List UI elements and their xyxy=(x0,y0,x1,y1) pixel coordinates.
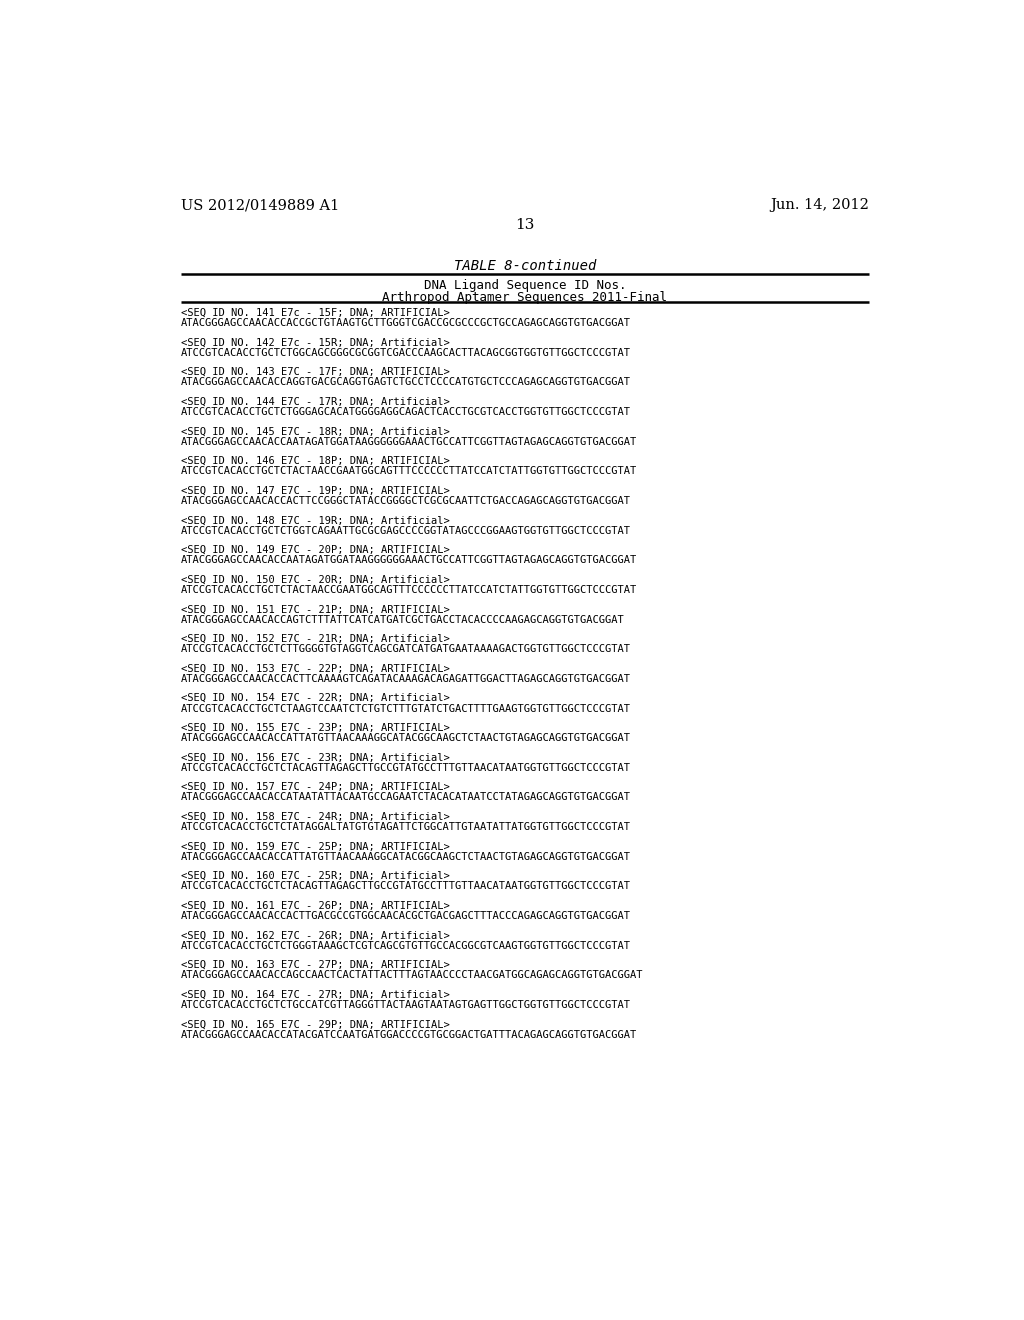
Text: ATCCGTCACACCTGCTCTACAGTTAGAGCTTGCCGTATGCCTTTGTTAACATAATGGTGTTGGCTCCCGTAT: ATCCGTCACACCTGCTCTACAGTTAGAGCTTGCCGTATGC… xyxy=(180,763,631,772)
Text: ATACGGGAGCCAACACCATTATGTTAACAAAGGCATACGGCAAGCTCTAACTGTAGAGCAGGTGTGACGGAT: ATACGGGAGCCAACACCATTATGTTAACAAAGGCATACGG… xyxy=(180,851,631,862)
Text: <SEQ ID NO. 153 E7C - 22P; DNA; ARTIFICIAL>: <SEQ ID NO. 153 E7C - 22P; DNA; ARTIFICI… xyxy=(180,664,450,673)
Text: <SEQ ID NO. 157 E7C - 24P; DNA; ARTIFICIAL>: <SEQ ID NO. 157 E7C - 24P; DNA; ARTIFICI… xyxy=(180,781,450,792)
Text: ATACGGGAGCCAACACCACTTCAAAAGTCAGATACAAAGACAGAGATTGGACTTAGAGCAGGTGTGACGGAT: ATACGGGAGCCAACACCACTTCAAAAGTCAGATACAAAGA… xyxy=(180,675,631,684)
Text: <SEQ ID NO. 152 E7C - 21R; DNA; Artificial>: <SEQ ID NO. 152 E7C - 21R; DNA; Artifici… xyxy=(180,634,450,644)
Text: <SEQ ID NO. 142 E7c - 15R; DNA; Artificial>: <SEQ ID NO. 142 E7c - 15R; DNA; Artifici… xyxy=(180,338,450,347)
Text: <SEQ ID NO. 159 E7C - 25P; DNA; ARTIFICIAL>: <SEQ ID NO. 159 E7C - 25P; DNA; ARTIFICI… xyxy=(180,841,450,851)
Text: <SEQ ID NO. 144 E7C - 17R; DNA; Artificial>: <SEQ ID NO. 144 E7C - 17R; DNA; Artifici… xyxy=(180,397,450,407)
Text: <SEQ ID NO. 151 E7C - 21P; DNA; ARTIFICIAL>: <SEQ ID NO. 151 E7C - 21P; DNA; ARTIFICI… xyxy=(180,605,450,614)
Text: TABLE 8-continued: TABLE 8-continued xyxy=(454,259,596,272)
Text: ATCCGTCACACCTGCTCTATAGGALTATGTGTAGATTCTGGCATTGTAATATTATGGTGTTGGCTCCCGTAT: ATCCGTCACACCTGCTCTATAGGALTATGTGTAGATTCTG… xyxy=(180,822,631,832)
Text: ATCCGTCACACCTGCTCTACTAACCGAATGGCAGTTTCCCCCCTTATCCATCTATTGGTGTTGGCTCCCGTAT: ATCCGTCACACCTGCTCTACTAACCGAATGGCAGTTTCCC… xyxy=(180,466,637,477)
Text: ATACGGGAGCCAACACCAATAGATGGATAAGGGGGGAAACTGCCATTCGGTTAGTAGAGCAGGTGTGACGGAT: ATACGGGAGCCAACACCAATAGATGGATAAGGGGGGAAAC… xyxy=(180,437,637,446)
Text: Jun. 14, 2012: Jun. 14, 2012 xyxy=(770,198,869,213)
Text: <SEQ ID NO. 155 E7C - 23P; DNA; ARTIFICIAL>: <SEQ ID NO. 155 E7C - 23P; DNA; ARTIFICI… xyxy=(180,723,450,733)
Text: <SEQ ID NO. 145 E7C - 18R; DNA; Artificial>: <SEQ ID NO. 145 E7C - 18R; DNA; Artifici… xyxy=(180,426,450,437)
Text: <SEQ ID NO. 147 E7C - 19P; DNA; ARTIFICIAL>: <SEQ ID NO. 147 E7C - 19P; DNA; ARTIFICI… xyxy=(180,486,450,495)
Text: <SEQ ID NO. 163 E7C - 27P; DNA; ARTIFICIAL>: <SEQ ID NO. 163 E7C - 27P; DNA; ARTIFICI… xyxy=(180,960,450,970)
Text: ATCCGTCACACCTGCTCTACAGTTAGAGCTTGCCGTATGCCTTTGTTAACATAATGGTGTTGGCTCCCGTAT: ATCCGTCACACCTGCTCTACAGTTAGAGCTTGCCGTATGC… xyxy=(180,882,631,891)
Text: ATCCGTCACACCTGCTCTGGGTAAAGCTCGTCAGCGTGTTGCCACGGCGTCAAGTGGTGTTGGCTCCCGTAT: ATCCGTCACACCTGCTCTGGGTAAAGCTCGTCAGCGTGTT… xyxy=(180,941,631,950)
Text: <SEQ ID NO. 164 E7C - 27R; DNA; Artificial>: <SEQ ID NO. 164 E7C - 27R; DNA; Artifici… xyxy=(180,990,450,999)
Text: ATACGGGAGCCAACACCACTTGACGCCGTGGCAACACGCTGACGAGCTTTACCCAGAGCAGGTGTGACGGAT: ATACGGGAGCCAACACCACTTGACGCCGTGGCAACACGCT… xyxy=(180,911,631,921)
Text: <SEQ ID NO. 149 E7C - 20P; DNA; ARTIFICIAL>: <SEQ ID NO. 149 E7C - 20P; DNA; ARTIFICI… xyxy=(180,545,450,554)
Text: <SEQ ID NO. 161 E7C - 26P; DNA; ARTIFICIAL>: <SEQ ID NO. 161 E7C - 26P; DNA; ARTIFICI… xyxy=(180,900,450,911)
Text: ATCCGTCACACCTGCTCTACTAACCGAATGGCAGTTTCCCCCCTTATCCATCTATTGGTGTTGGCTCCCGTAT: ATCCGTCACACCTGCTCTACTAACCGAATGGCAGTTTCCC… xyxy=(180,585,637,595)
Text: ATACGGGAGCCAACACCACTTCCGGGCTATACCGGGGCTCGCGCAATTCTGACCAGAGCAGGTGTGACGGAT: ATACGGGAGCCAACACCACTTCCGGGCTATACCGGGGCTC… xyxy=(180,496,631,506)
Text: ATCCGTCACACCTGCTCTGGCAGCGGGCGCGGTCGACCCAAGCACTTACAGCGGTGGTGTTGGCTCCCGTAT: ATCCGTCACACCTGCTCTGGCAGCGGGCGCGGTCGACCCA… xyxy=(180,348,631,358)
Text: <SEQ ID NO. 158 E7C - 24R; DNA; Artificial>: <SEQ ID NO. 158 E7C - 24R; DNA; Artifici… xyxy=(180,812,450,822)
Text: <SEQ ID NO. 162 E7C - 26R; DNA; Artificial>: <SEQ ID NO. 162 E7C - 26R; DNA; Artifici… xyxy=(180,931,450,940)
Text: <SEQ ID NO. 154 E7C - 22R; DNA; Artificial>: <SEQ ID NO. 154 E7C - 22R; DNA; Artifici… xyxy=(180,693,450,704)
Text: 13: 13 xyxy=(515,218,535,232)
Text: <SEQ ID NO. 148 E7C - 19R; DNA; Artificial>: <SEQ ID NO. 148 E7C - 19R; DNA; Artifici… xyxy=(180,515,450,525)
Text: ATACGGGAGCCAACACCATTATGTTAACAAAGGCATACGGCAAGCTCTAACTGTAGAGCAGGTGTGACGGAT: ATACGGGAGCCAACACCATTATGTTAACAAAGGCATACGG… xyxy=(180,733,631,743)
Text: <SEQ ID NO. 141 E7c - 15F; DNA; ARTIFICIAL>: <SEQ ID NO. 141 E7c - 15F; DNA; ARTIFICI… xyxy=(180,308,450,318)
Text: ATACGGGAGCCAACACCAGCCAACTCACTATTACTTTAGTAACCCCTAACGATGGCAGAGCAGGTGTGACGGAT: ATACGGGAGCCAACACCAGCCAACTCACTATTACTTTAGT… xyxy=(180,970,643,981)
Text: <SEQ ID NO. 165 E7C - 29P; DNA; ARTIFICIAL>: <SEQ ID NO. 165 E7C - 29P; DNA; ARTIFICI… xyxy=(180,1019,450,1030)
Text: ATACGGGAGCCAACACCATACGATCCAATGATGGACCCCGTGCGGACTGATTTACAGAGCAGGTGTGACGGAT: ATACGGGAGCCAACACCATACGATCCAATGATGGACCCCG… xyxy=(180,1030,637,1040)
Text: ATACGGGAGCCAACACCAGGTGACGCAGGTGAGTCTGCCTCCCCATGTGCTCCCAGAGCAGGTGTGACGGAT: ATACGGGAGCCAACACCAGGTGACGCAGGTGAGTCTGCCT… xyxy=(180,378,631,388)
Text: ATCCGTCACACCTGCTCTGCCATCGTTAGGGTTACTAAGTAATAGTGAGTTGGCTGGTGTTGGCTCCCGTAT: ATCCGTCACACCTGCTCTGCCATCGTTAGGGTTACTAAGT… xyxy=(180,1001,631,1010)
Text: ATACGGGAGCCAACACCAATAGATGGATAAGGGGGGAAACTGCCATTCGGTTAGTAGAGCAGGTGTGACGGAT: ATACGGGAGCCAACACCAATAGATGGATAAGGGGGGAAAC… xyxy=(180,556,637,565)
Text: ATCCGTCACACCTGCTCTGGGAGCACATGGGGAGGCAGACTCACCTGCGTCACCTGGTGTTGGCTCCCGTAT: ATCCGTCACACCTGCTCTGGGAGCACATGGGGAGGCAGAC… xyxy=(180,407,631,417)
Text: <SEQ ID NO. 146 E7C - 18P; DNA; ARTIFICIAL>: <SEQ ID NO. 146 E7C - 18P; DNA; ARTIFICI… xyxy=(180,455,450,466)
Text: ATACGGGAGCCAACACCAGTCTTTATTCATCATGATCGCTGACCTACACCCCAAGAGCAGGTGTGACGGAT: ATACGGGAGCCAACACCAGTCTTTATTCATCATGATCGCT… xyxy=(180,615,625,624)
Text: <SEQ ID NO. 143 E7C - 17F; DNA; ARTIFICIAL>: <SEQ ID NO. 143 E7C - 17F; DNA; ARTIFICI… xyxy=(180,367,450,378)
Text: DNA Ligand Sequence ID Nos.: DNA Ligand Sequence ID Nos. xyxy=(424,280,626,292)
Text: ATCCGTCACACCTGCTCTTGGGGTGTAGGTCAGCGATCATGATGAATAAAAGACTGGTGTTGGCTCCCGTAT: ATCCGTCACACCTGCTCTTGGGGTGTAGGTCAGCGATCAT… xyxy=(180,644,631,655)
Text: ATACGGGAGCCAACACCACCGCTGTAAGTGCTTGGGTCGACCGCGCCCGCTGCCAGAGCAGGTGTGACGGAT: ATACGGGAGCCAACACCACCGCTGTAAGTGCTTGGGTCGA… xyxy=(180,318,631,329)
Text: <SEQ ID NO. 156 E7C - 23R; DNA; Artificial>: <SEQ ID NO. 156 E7C - 23R; DNA; Artifici… xyxy=(180,752,450,763)
Text: ATACGGGAGCCAACACCATAATATTACAATGCCAGAATCTACACATAATCCTATAGAGCAGGTGTGACGGAT: ATACGGGAGCCAACACCATAATATTACAATGCCAGAATCT… xyxy=(180,792,631,803)
Text: US 2012/0149889 A1: US 2012/0149889 A1 xyxy=(180,198,339,213)
Text: ATCCGTCACACCTGCTCTGGTCAGAATTGCGCGAGCCCCGGTATAGCCCGGAAGTGGTGTTGGCTCCCGTAT: ATCCGTCACACCTGCTCTGGTCAGAATTGCGCGAGCCCCG… xyxy=(180,525,631,536)
Text: Arthropod Aptamer Sequences 2011-Final: Arthropod Aptamer Sequences 2011-Final xyxy=(382,290,668,304)
Text: ATCCGTCACACCTGCTCTAAGTCCAATCTCTGTCTTTGTATCTGACTTTTGAAGTGGTGTTGGCTCCCGTAT: ATCCGTCACACCTGCTCTAAGTCCAATCTCTGTCTTTGTA… xyxy=(180,704,631,714)
Text: <SEQ ID NO. 160 E7C - 25R; DNA; Artificial>: <SEQ ID NO. 160 E7C - 25R; DNA; Artifici… xyxy=(180,871,450,880)
Text: <SEQ ID NO. 150 E7C - 20R; DNA; Artificial>: <SEQ ID NO. 150 E7C - 20R; DNA; Artifici… xyxy=(180,574,450,585)
